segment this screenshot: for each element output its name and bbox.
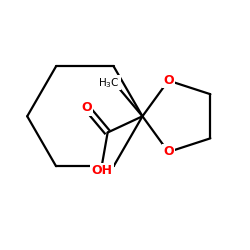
Text: O: O [82, 101, 92, 114]
Text: O: O [163, 146, 174, 158]
Text: $\mathregular{H_3C}$: $\mathregular{H_3C}$ [98, 76, 120, 90]
Text: O: O [163, 74, 174, 87]
Text: OH: OH [92, 164, 112, 177]
